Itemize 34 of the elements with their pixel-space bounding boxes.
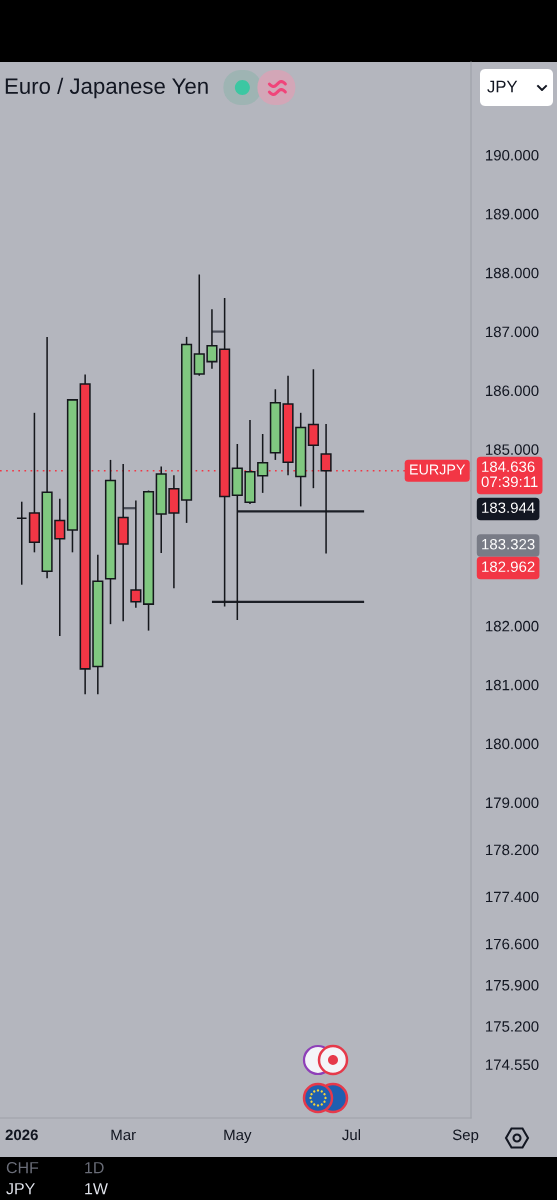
- x-tick-label: May: [224, 1129, 252, 1144]
- x-tick-label: Jul: [342, 1129, 361, 1141]
- text: 183.323: [482, 538, 535, 550]
- y-tick-label: 188.000: [486, 267, 539, 279]
- candlestick: [130, 499, 142, 609]
- y-tick-label: 180.000: [486, 738, 539, 750]
- y-tick-label: 179.000: [486, 797, 539, 809]
- x-tick-label: Sep: [452, 1129, 479, 1144]
- text: 1D: [85, 1162, 104, 1174]
- y-tick-label: 175.900: [486, 979, 539, 991]
- y-tick-label: 182.000: [486, 620, 539, 632]
- candlestick: [16, 500, 28, 586]
- y-tick-label: 187.000: [486, 326, 539, 338]
- text: 1W: [85, 1183, 108, 1195]
- y-tick-label: 189.000: [486, 208, 539, 220]
- x-tick-label: Mar: [111, 1129, 136, 1141]
- y-tick-label: 181.000: [486, 679, 539, 691]
- y-tick-label: 190.000: [486, 149, 539, 161]
- text: JPY: [487, 80, 518, 93]
- y-tick-label: 178.200: [486, 844, 539, 856]
- x-tick-label: 2026: [5, 1129, 38, 1141]
- text: JPY: [6, 1183, 35, 1195]
- text: Euro / Japanese Yen: [5, 77, 208, 99]
- text: 183.944: [482, 502, 535, 514]
- y-tick-label: 174.550: [486, 1059, 539, 1071]
- y-tick-label: 185.000: [486, 444, 539, 455]
- text: CHF: [6, 1161, 39, 1174]
- ref-line-label: EURJPY: [410, 464, 466, 475]
- y-tick-label: 175.200: [486, 1021, 539, 1032]
- y-tick-label: 186.000: [486, 385, 539, 397]
- y-tick-label: 176.600: [486, 938, 539, 950]
- text: 184.636 07:39:11: [481, 461, 538, 488]
- y-tick-label: 177.400: [486, 891, 539, 903]
- text: 182.962: [482, 561, 535, 573]
